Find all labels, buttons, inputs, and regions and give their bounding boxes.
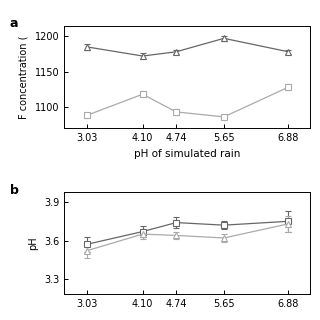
Text: b: b: [10, 184, 19, 196]
Y-axis label: F concentration (: F concentration (: [19, 35, 29, 119]
Text: a: a: [10, 17, 18, 30]
X-axis label: pH of simulated rain: pH of simulated rain: [134, 148, 240, 159]
Y-axis label: pH: pH: [28, 236, 38, 250]
